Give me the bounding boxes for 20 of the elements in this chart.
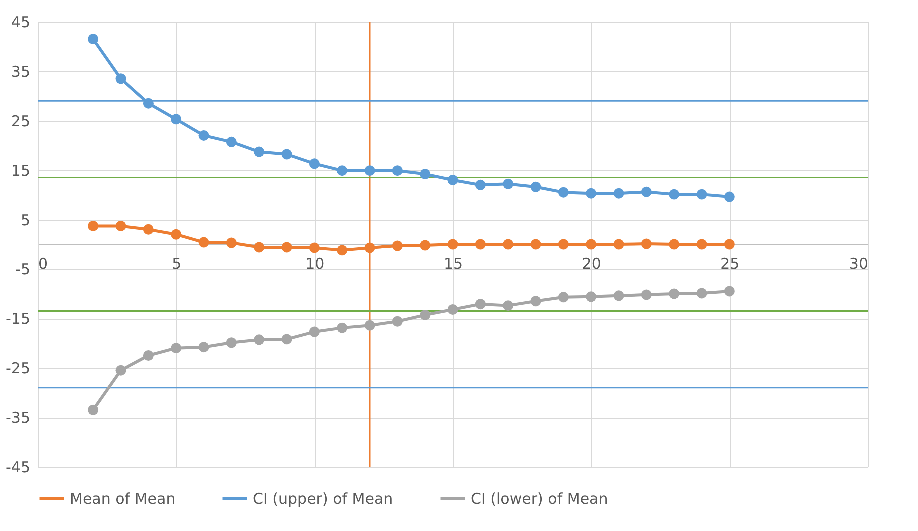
legend-label: CI (upper) of Mean [253,490,394,508]
x-tick-label: 25 [720,255,740,273]
y-tick-label: 45 [11,14,30,32]
y-tick-label: 5 [20,211,30,230]
x-tick-label: 0 [38,255,48,273]
x-tick-label: 10 [306,255,325,273]
y-tick-label: -25 [6,360,30,378]
y-tick-label: -15 [6,310,30,328]
y-tick-label: -45 [6,458,30,476]
legend-label: CI (lower) of Mean [471,490,608,508]
y-tick-label: -5 [16,260,30,279]
x-tick-label: 30 [849,255,868,273]
x-tick-label: 15 [444,255,464,273]
x-tick-label: 20 [582,255,602,273]
y-tick-label: 25 [11,112,30,130]
x-tick-label: 5 [172,255,182,273]
y-tick-label: -35 [6,409,30,428]
y-tick-label: 15 [11,162,30,180]
legend-label: Mean of Mean [70,490,176,508]
y-tick-label: 35 [11,62,30,81]
